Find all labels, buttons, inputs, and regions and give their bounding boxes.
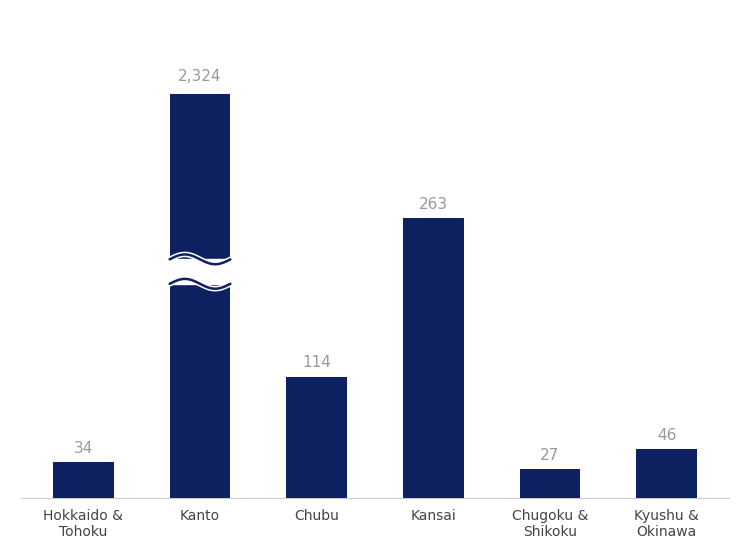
Bar (636, 449, 697, 498)
Text: 114: 114 (302, 356, 331, 370)
Bar (53, 461, 114, 498)
Text: 263: 263 (419, 197, 448, 212)
Bar (286, 376, 347, 498)
Bar (170, 259, 230, 284)
Text: 27: 27 (540, 448, 560, 463)
Text: 46: 46 (657, 428, 676, 443)
Bar (403, 218, 464, 498)
Text: 2,324: 2,324 (178, 69, 222, 85)
Bar (170, 284, 230, 498)
Text: 34: 34 (74, 441, 93, 455)
Bar (520, 469, 580, 498)
Bar (170, 94, 230, 259)
